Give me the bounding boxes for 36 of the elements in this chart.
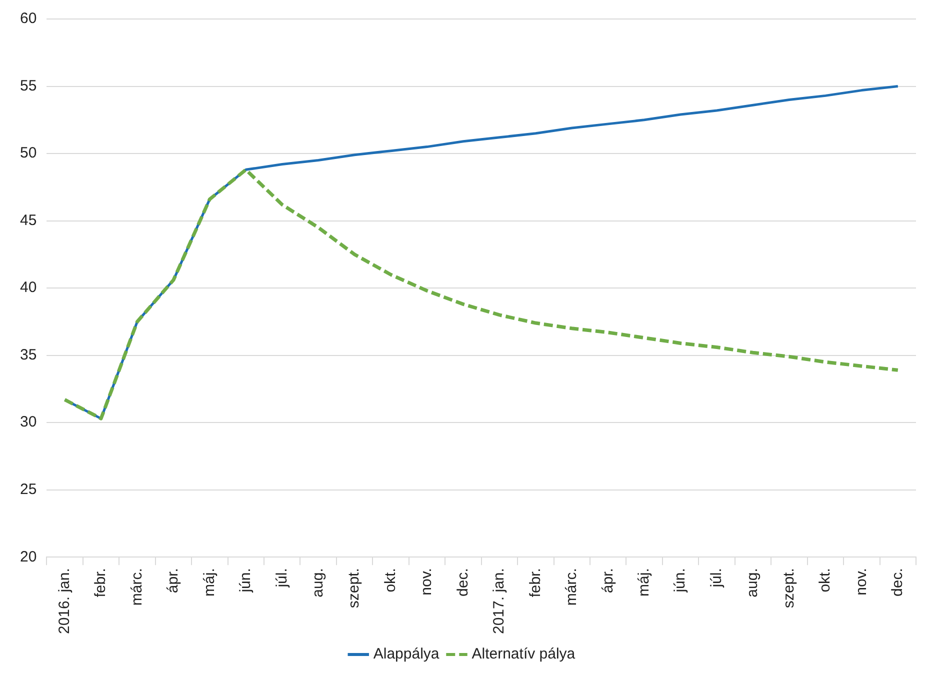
y-tick-label: 50 xyxy=(20,144,37,162)
x-tick-label: dec. xyxy=(889,568,906,596)
x-tick-label: júl. xyxy=(708,568,725,588)
x-tick-label: szept. xyxy=(780,568,798,608)
x-tick-label: márc. xyxy=(128,568,146,606)
x-tick-label: okt. xyxy=(382,568,399,592)
legend-label: Alappálya xyxy=(373,646,440,663)
x-tick-label: júl. xyxy=(273,568,290,588)
y-tick-label: 60 xyxy=(20,10,37,28)
x-tick-label: ápr. xyxy=(164,568,182,594)
x-tick-label: nov. xyxy=(852,568,870,596)
x-tick-label: 2016. jan. xyxy=(56,568,73,634)
line-series xyxy=(63,168,900,420)
y-tick-label: 55 xyxy=(20,77,37,94)
x-tick-label: nov. xyxy=(418,568,436,596)
legend-label: Alternatív pálya xyxy=(472,646,576,663)
x-tick-label: ápr. xyxy=(599,568,616,594)
y-tick-label: 35 xyxy=(20,346,37,364)
x-tick-label: aug. xyxy=(309,568,326,598)
y-tick-label: 40 xyxy=(20,279,37,296)
x-tick-label: 2017. jan. xyxy=(490,568,508,634)
x-tick-label: aug. xyxy=(744,568,762,598)
x-tick-label: márc. xyxy=(563,568,580,606)
y-tick-label: 20 xyxy=(20,548,37,566)
x-tick-label: dec. xyxy=(454,568,472,596)
x-tick-label: jún. xyxy=(237,568,254,594)
x-tick-label: okt. xyxy=(816,568,834,592)
x-tick-label: máj. xyxy=(635,568,652,596)
x-tick-label: jún. xyxy=(672,568,689,594)
x-tick-label: febr. xyxy=(526,568,544,598)
x-tick-label: febr. xyxy=(92,568,110,598)
x-tick-label: szept. xyxy=(346,568,363,608)
y-tick-label: 45 xyxy=(20,212,37,229)
x-tick-label: máj. xyxy=(200,568,218,596)
y-tick-label: 25 xyxy=(20,480,37,498)
y-tick-label: 30 xyxy=(20,414,37,431)
